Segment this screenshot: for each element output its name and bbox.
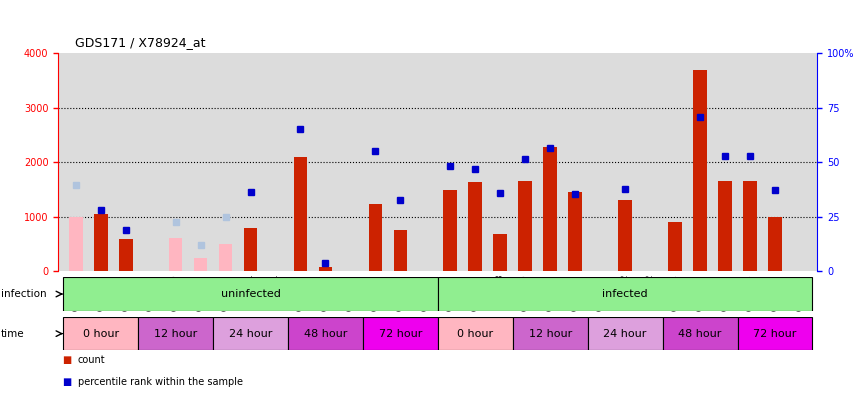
Bar: [193, 258, 207, 271]
Bar: [588, 317, 663, 350]
Bar: [768, 217, 782, 271]
Bar: [369, 204, 383, 271]
Text: 72 hour: 72 hour: [753, 329, 797, 339]
Text: uninfected: uninfected: [221, 289, 281, 299]
Text: GDS171 / X78924_at: GDS171 / X78924_at: [75, 36, 205, 50]
Bar: [438, 277, 812, 311]
Text: time: time: [1, 329, 25, 339]
Bar: [363, 317, 438, 350]
Bar: [618, 200, 632, 271]
Bar: [119, 238, 133, 271]
Bar: [294, 157, 307, 271]
Text: 12 hour: 12 hour: [529, 329, 572, 339]
Text: 12 hour: 12 hour: [154, 329, 197, 339]
Text: 24 hour: 24 hour: [603, 329, 647, 339]
Text: 48 hour: 48 hour: [304, 329, 348, 339]
Bar: [438, 317, 513, 350]
Bar: [743, 181, 757, 271]
Bar: [443, 190, 457, 271]
Bar: [669, 222, 682, 271]
Bar: [318, 267, 332, 271]
Text: ■: ■: [62, 377, 72, 387]
Text: infected: infected: [603, 289, 648, 299]
Text: 24 hour: 24 hour: [229, 329, 272, 339]
Text: count: count: [78, 355, 105, 366]
Text: 72 hour: 72 hour: [378, 329, 422, 339]
Bar: [63, 277, 437, 311]
Bar: [138, 317, 213, 350]
Bar: [663, 317, 738, 350]
Bar: [218, 244, 233, 271]
Bar: [394, 230, 407, 271]
Text: ■: ■: [62, 355, 72, 366]
Bar: [68, 217, 82, 271]
Text: percentile rank within the sample: percentile rank within the sample: [78, 377, 243, 387]
Bar: [568, 192, 582, 271]
Bar: [63, 317, 138, 350]
Bar: [288, 317, 363, 350]
Bar: [718, 181, 732, 271]
Bar: [244, 228, 258, 271]
Text: 0 hour: 0 hour: [457, 329, 493, 339]
Bar: [693, 70, 707, 271]
Bar: [513, 317, 588, 350]
Text: 48 hour: 48 hour: [679, 329, 722, 339]
Bar: [169, 238, 182, 271]
Bar: [213, 317, 288, 350]
Text: 0 hour: 0 hour: [83, 329, 119, 339]
Bar: [468, 182, 482, 271]
Bar: [519, 181, 532, 271]
Bar: [493, 234, 507, 271]
Bar: [738, 317, 812, 350]
Bar: [94, 214, 108, 271]
Bar: [544, 147, 557, 271]
Text: infection: infection: [1, 289, 46, 299]
